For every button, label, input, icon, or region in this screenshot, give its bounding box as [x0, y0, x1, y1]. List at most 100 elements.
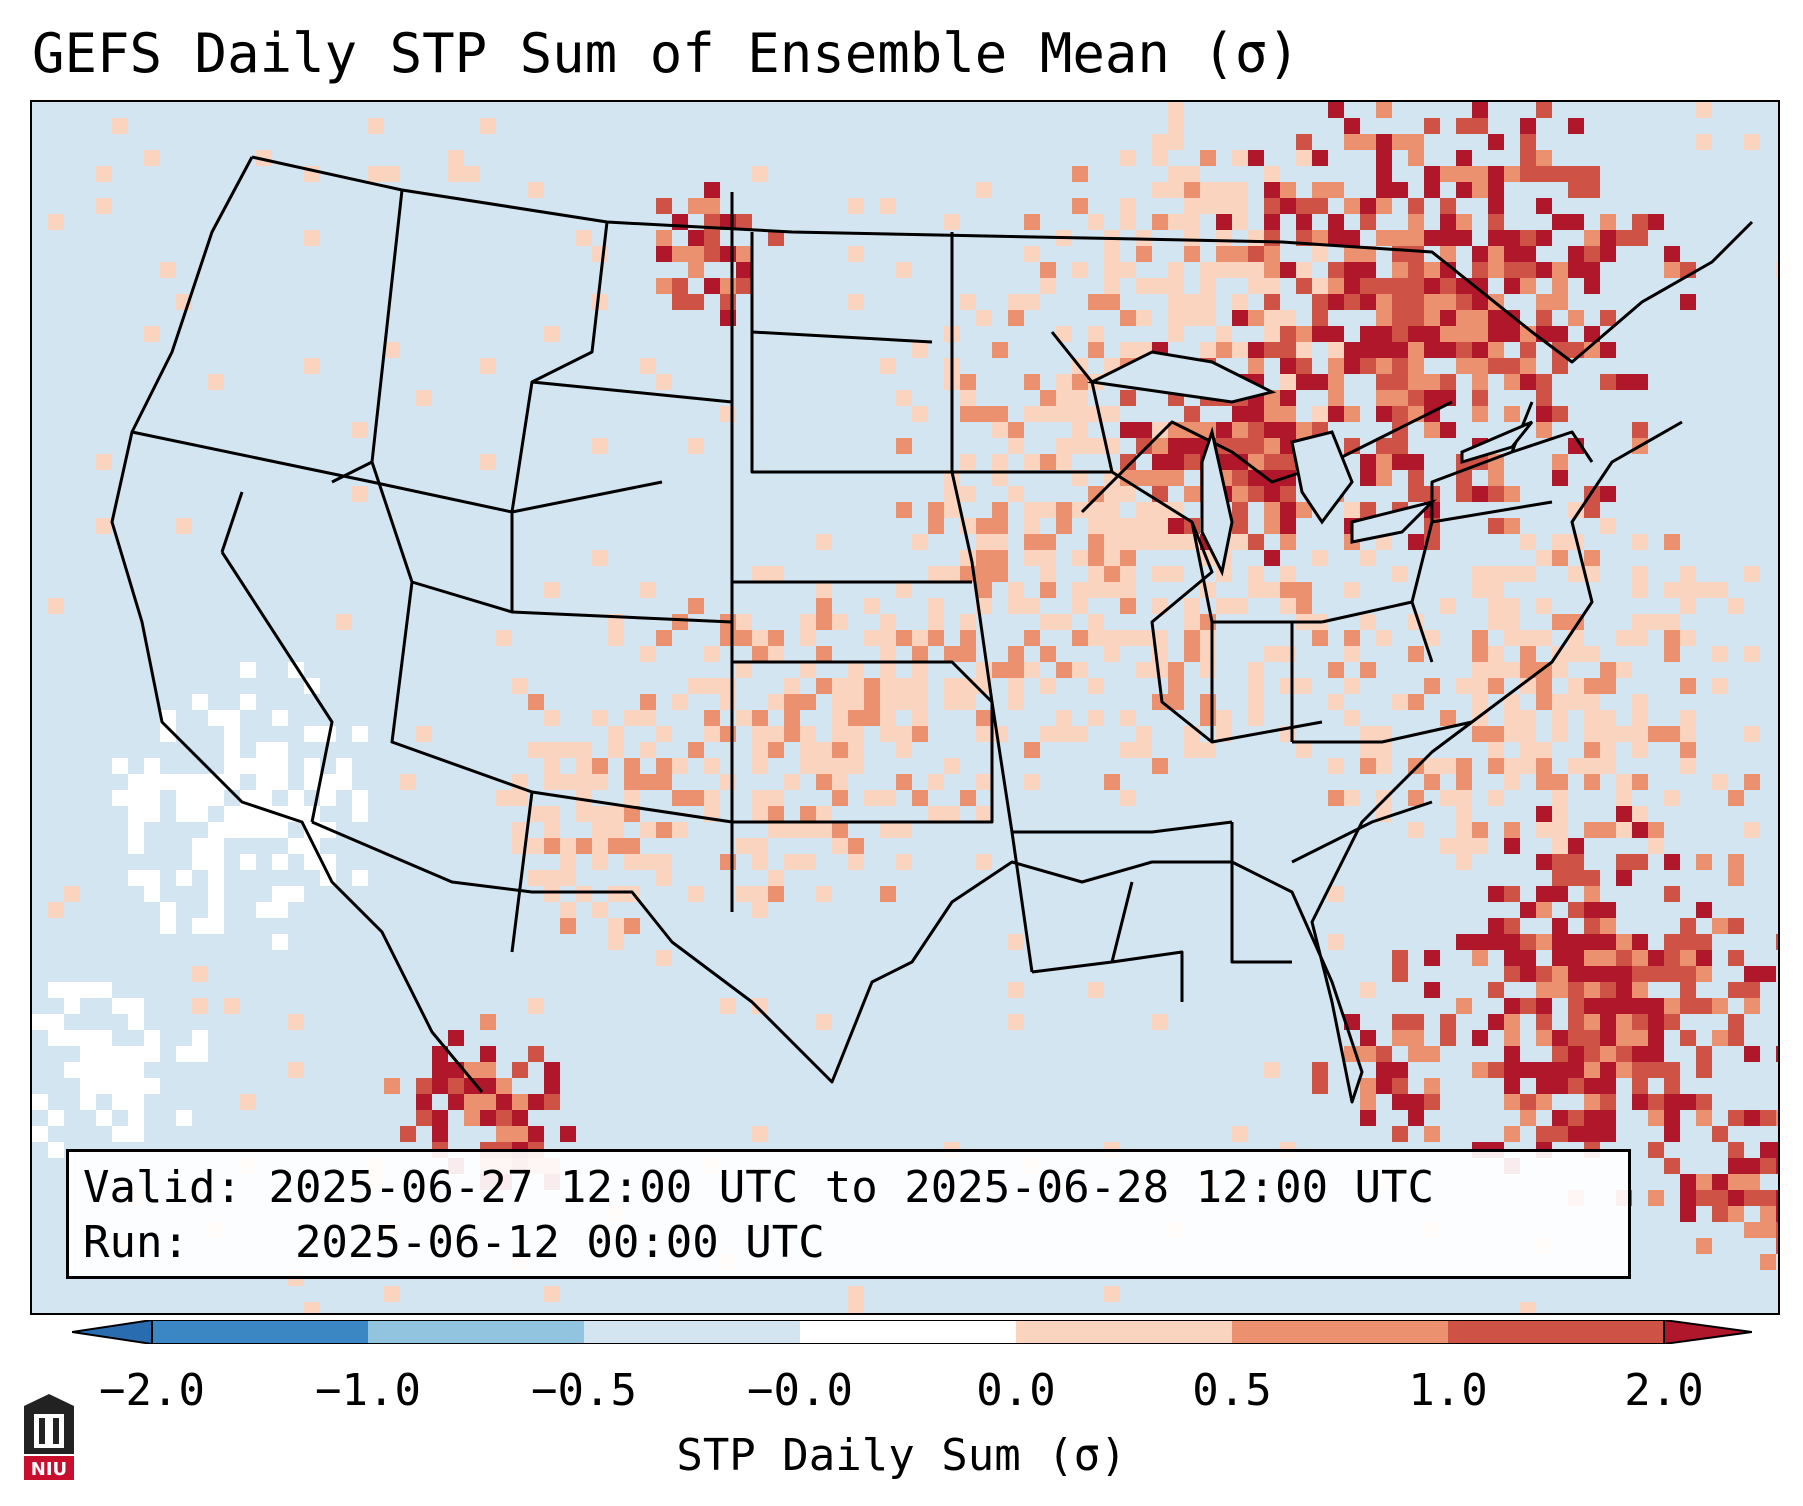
- anomaly-cell: [1680, 934, 1696, 950]
- anomaly-cell: [1504, 262, 1520, 278]
- anomaly-cell: [1280, 502, 1296, 518]
- map-panel: [30, 100, 1780, 1315]
- anomaly-cell: [304, 774, 320, 790]
- anomaly-cell: [544, 806, 560, 822]
- anomaly-cell: [800, 694, 816, 710]
- anomaly-cell: [1264, 438, 1280, 454]
- anomaly-cell: [1440, 710, 1456, 726]
- anomaly-cell: [1200, 182, 1216, 198]
- anomaly-cell: [1680, 598, 1696, 614]
- anomaly-cell: [1520, 966, 1536, 982]
- anomaly-cell: [1520, 662, 1536, 678]
- anomaly-cell: [1312, 630, 1328, 646]
- anomaly-cell: [1104, 566, 1120, 582]
- anomaly-cell: [624, 918, 640, 934]
- anomaly-cell: [256, 822, 272, 838]
- anomaly-cell: [960, 486, 976, 502]
- anomaly-cell: [1296, 326, 1312, 342]
- anomaly-cell: [1536, 374, 1552, 390]
- anomaly-cell: [736, 838, 752, 854]
- anomaly-cell: [1552, 534, 1568, 550]
- anomaly-cell: [1504, 166, 1520, 182]
- anomaly-cell: [1200, 710, 1216, 726]
- anomaly-cell: [1456, 358, 1472, 374]
- anomaly-cell: [1200, 742, 1216, 758]
- anomaly-cell: [1584, 1110, 1600, 1126]
- anomaly-cell: [1488, 758, 1504, 774]
- anomaly-cell: [1392, 358, 1408, 374]
- anomaly-cell: [1520, 230, 1536, 246]
- anomaly-cell: [1648, 614, 1664, 630]
- anomaly-cell: [1104, 550, 1120, 566]
- anomaly-cell: [1488, 742, 1504, 758]
- anomaly-cell: [1152, 278, 1168, 294]
- anomaly-cell: [1632, 1062, 1648, 1078]
- colorbar-over-arrow: [1663, 1320, 1752, 1344]
- anomaly-cell: [1440, 422, 1456, 438]
- anomaly-cell: [1152, 758, 1168, 774]
- anomaly-cell: [368, 118, 384, 134]
- anomaly-cell: [1600, 518, 1616, 534]
- anomaly-cell: [416, 390, 432, 406]
- anomaly-cell: [1440, 1030, 1456, 1046]
- anomaly-cell: [1488, 582, 1504, 598]
- anomaly-cell: [544, 582, 560, 598]
- anomaly-cell: [1584, 726, 1600, 742]
- anomaly-cell: [1280, 486, 1296, 502]
- anomaly-cell: [768, 886, 784, 902]
- anomaly-cell: [1424, 326, 1440, 342]
- anomaly-cell: [1616, 982, 1632, 998]
- anomaly-cell: [1536, 982, 1552, 998]
- anomaly-cell: [1536, 966, 1552, 982]
- anomaly-cell: [1632, 806, 1648, 822]
- anomaly-cell: [832, 614, 848, 630]
- anomaly-cell: [1504, 246, 1520, 262]
- anomaly-cell: [848, 758, 864, 774]
- anomaly-cell: [1728, 1206, 1744, 1222]
- anomaly-cell: [1632, 982, 1648, 998]
- anomaly-cell: [1072, 630, 1088, 646]
- anomaly-cell: [496, 1110, 512, 1126]
- anomaly-cell: [352, 486, 368, 502]
- anomaly-cell: [688, 790, 704, 806]
- anomaly-cell: [848, 198, 864, 214]
- anomaly-cell: [1584, 886, 1600, 902]
- anomaly-cell: [768, 806, 784, 822]
- anomaly-cell: [1088, 438, 1104, 454]
- anomaly-cell: [1120, 262, 1136, 278]
- anomaly-cell: [1488, 214, 1504, 230]
- anomaly-cell: [1296, 214, 1312, 230]
- anomaly-cell: [160, 918, 176, 934]
- anomaly-cell: [976, 550, 992, 566]
- anomaly-cell: [1184, 294, 1200, 310]
- anomaly-cell: [1744, 1222, 1760, 1238]
- anomaly-cell: [1584, 262, 1600, 278]
- anomaly-cell: [1296, 278, 1312, 294]
- anomaly-cell: [1664, 1110, 1680, 1126]
- anomaly-cell: [1504, 1030, 1520, 1046]
- anomaly-cell: [512, 1062, 528, 1078]
- anomaly-cell: [576, 838, 592, 854]
- anomaly-cell: [1408, 310, 1424, 326]
- anomaly-cell: [1248, 358, 1264, 374]
- anomaly-cell: [704, 246, 720, 262]
- anomaly-cell: [1104, 406, 1120, 422]
- anomaly-cell: [896, 390, 912, 406]
- anomaly-cell: [448, 1030, 464, 1046]
- anomaly-cell: [1376, 310, 1392, 326]
- anomaly-cell: [1328, 278, 1344, 294]
- anomaly-cell: [1552, 1046, 1568, 1062]
- anomaly-cell: [1008, 662, 1024, 678]
- anomaly-cell: [1712, 918, 1728, 934]
- anomaly-cell: [1168, 134, 1184, 150]
- anomaly-cell: [1504, 774, 1520, 790]
- colorbar-segment-5: [1232, 1320, 1448, 1344]
- anomaly-cell: [1344, 230, 1360, 246]
- anomaly-cell: [1376, 630, 1392, 646]
- anomaly-cell: [1440, 790, 1456, 806]
- anomaly-cell: [1680, 950, 1696, 966]
- anomaly-cell: [1456, 678, 1472, 694]
- anomaly-cell: [592, 550, 608, 566]
- anomaly-cell: [688, 438, 704, 454]
- anomaly-cell: [1168, 518, 1184, 534]
